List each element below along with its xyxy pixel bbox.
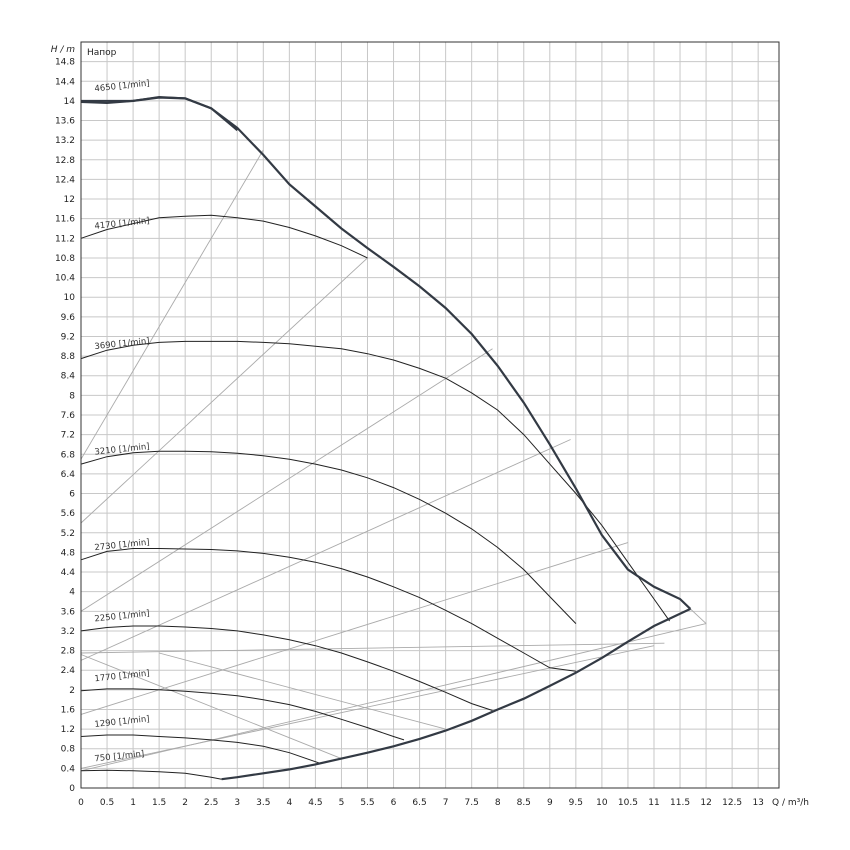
speed-curve — [80, 688, 405, 741]
x-tick-label: 2.5 — [204, 798, 218, 808]
y-tick-label: 6.4 — [61, 470, 76, 480]
x-tick-label: 6.5 — [412, 798, 426, 808]
x-tick-label: 3.5 — [256, 798, 270, 808]
x-tick-label: 9 — [547, 798, 553, 808]
y-tick-label: 10.8 — [55, 254, 75, 264]
efficiency-lines — [80, 149, 707, 772]
y-tick-label: 10.4 — [55, 274, 75, 284]
y-tick-label: 8.4 — [61, 372, 76, 382]
y-tick-label: 0.4 — [61, 764, 76, 774]
x-tick-label: 10.5 — [618, 798, 638, 808]
y-tick-label: 14.4 — [55, 77, 75, 87]
x-tick-label: 5.5 — [360, 798, 374, 808]
y-tick-label: 12.4 — [55, 175, 75, 185]
x-tick-label: 9.5 — [569, 798, 583, 808]
speed-curve — [80, 450, 577, 624]
efficiency-line — [80, 642, 665, 654]
x-tick-label: 2 — [182, 798, 188, 808]
speed-curve — [80, 548, 576, 672]
efficiency-line — [80, 149, 264, 460]
speed-curve — [80, 214, 368, 259]
efficiency-line — [80, 654, 342, 760]
grid — [80, 42, 779, 789]
y-tick-label: 13.2 — [55, 136, 75, 146]
x-tick-label: 11 — [648, 798, 659, 808]
y-tick-label: 8.8 — [61, 352, 76, 362]
y-tick-label: 8 — [69, 391, 75, 401]
efficiency-line — [80, 542, 629, 715]
speed-curve — [80, 769, 222, 780]
x-tick-label: 11.5 — [670, 798, 690, 808]
x-tick-label: 8 — [495, 798, 501, 808]
tick-labels: 0 0.5 1 1.5 2 2.5 3 3.5 4 4.5 5 5.5 6 6.5 7 7.5 8 8.5 9 9.5… — [55, 58, 764, 808]
x-tick-label: 4.5 — [308, 798, 322, 808]
x-tick-label: 8.5 — [517, 798, 531, 808]
y-axis-title: H / m — [51, 45, 76, 55]
speed-curve — [80, 625, 493, 711]
y-tick-label: 12.8 — [55, 156, 75, 166]
y-tick-label: 0.8 — [61, 745, 76, 755]
efficiency-line — [80, 439, 571, 661]
x-tick-label: 1 — [130, 798, 136, 808]
y-tick-label: 10 — [64, 293, 76, 303]
y-tick-label: 7.6 — [61, 411, 76, 421]
y-tick-label: 5.6 — [61, 509, 76, 519]
plot-border — [80, 41, 780, 789]
y-tick-label: 7.2 — [61, 431, 75, 441]
speed-curve — [80, 734, 321, 764]
speed-curve — [80, 340, 671, 622]
y-tick-label: 3.6 — [61, 607, 76, 617]
y-tick-label: 1.2 — [61, 725, 75, 735]
efficiency-line — [80, 257, 368, 524]
x-tick-label: 0 — [78, 798, 84, 808]
y-tick-label: 6 — [69, 490, 75, 500]
x-tick-label: 5 — [339, 798, 345, 808]
x-tick-label: 10 — [596, 798, 608, 808]
y-tick-label: 11.2 — [55, 234, 75, 244]
y-tick-label: 9.2 — [61, 332, 75, 342]
y-tick-label: 3.2 — [61, 627, 75, 637]
y-tick-label: 5.2 — [61, 529, 75, 539]
x-tick-label: 0.5 — [100, 798, 114, 808]
y-tick-label: 4.8 — [61, 548, 76, 558]
y-tick-label: 13.6 — [55, 117, 75, 127]
y-tick-label: 14 — [64, 97, 76, 107]
x-tick-label: 13 — [752, 798, 763, 808]
x-tick-label: 3 — [234, 798, 240, 808]
y-tick-label: 4 — [69, 588, 75, 598]
y-tick-label: 12 — [64, 195, 75, 205]
x-tick-label: 1.5 — [152, 798, 166, 808]
x-tick-label: 12.5 — [722, 798, 742, 808]
y-tick-label: 1.6 — [61, 705, 76, 715]
x-tick-label: 12 — [700, 798, 711, 808]
x-tick-label: 6 — [391, 798, 397, 808]
x-axis-title: Q / m³/h — [772, 798, 809, 808]
y-tick-label: 9.6 — [61, 313, 76, 323]
min-curve — [221, 607, 691, 781]
x-tick-label: 4 — [286, 798, 292, 808]
efficiency-line — [80, 645, 655, 769]
y-tick-label: 2.4 — [61, 666, 76, 676]
head-label: Напор — [87, 48, 117, 58]
y-tick-label: 11.6 — [55, 215, 75, 225]
efficiency-line — [690, 608, 707, 624]
efficiency-line — [158, 652, 446, 730]
efficiency-line — [80, 348, 493, 612]
y-tick-label: 2.8 — [61, 647, 76, 657]
envelope-curves — [80, 96, 692, 781]
y-tick-label: 14.8 — [55, 58, 75, 68]
max-curve — [80, 96, 692, 610]
y-tick-label: 0 — [69, 784, 75, 794]
y-tick-label: 4.4 — [61, 568, 76, 578]
x-tick-label: 7 — [443, 798, 449, 808]
x-tick-label: 7.5 — [465, 798, 479, 808]
y-tick-label: 6.8 — [61, 450, 76, 460]
y-tick-label: 2 — [69, 686, 75, 696]
